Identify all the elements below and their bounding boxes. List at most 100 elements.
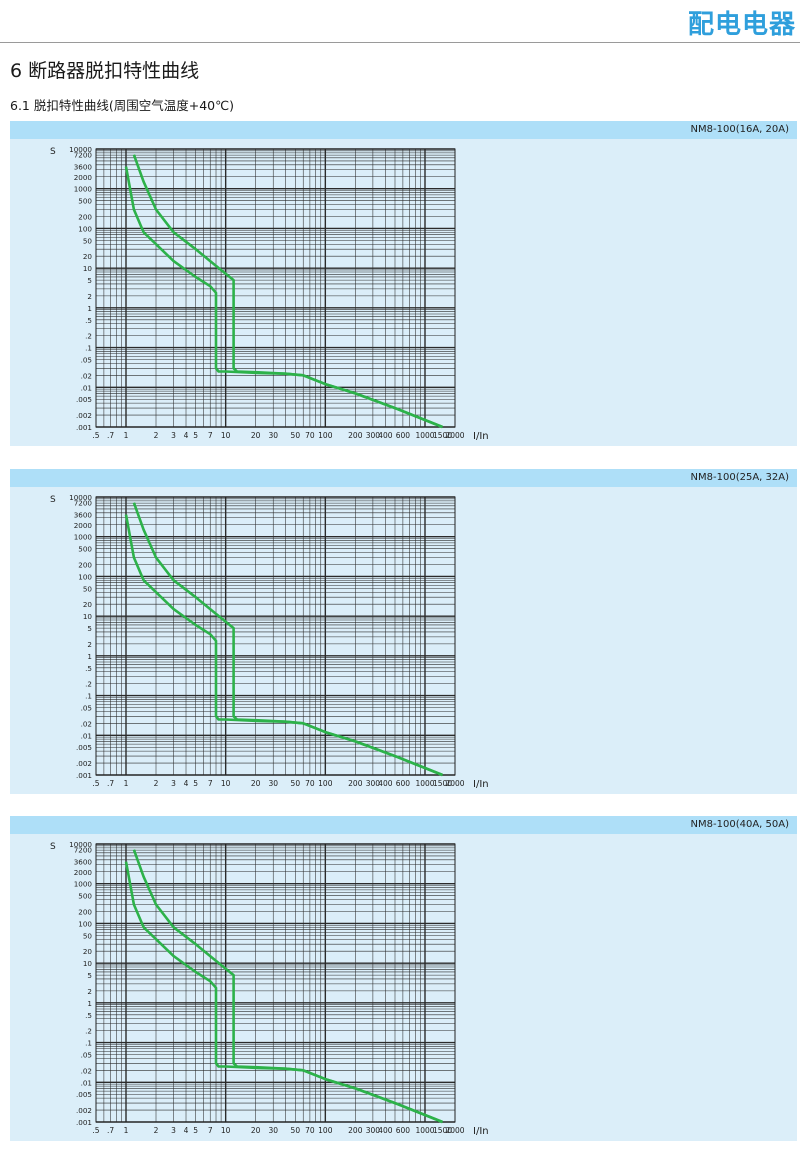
x-tick-label: 5 [193, 779, 198, 788]
x-tick-label: .7 [107, 779, 114, 788]
y-tick-label: 2000 [74, 868, 93, 877]
x-tick-label: 5 [193, 1126, 198, 1135]
brand-title: 配电电器 [687, 10, 796, 40]
x-tick-label: 1000 [415, 431, 434, 440]
x-tick-label: 30 [268, 779, 278, 788]
y-tick-label: .001 [76, 423, 92, 432]
x-tick-label: 1 [124, 431, 129, 440]
y-tick-label: 2 [87, 640, 92, 649]
y-tick-label: .2 [85, 332, 92, 341]
x-tick-label: 100 [318, 431, 333, 440]
trip-curve-chart-3: 100007200360020001000500200100502010521.… [50, 840, 489, 1137]
y-tick-label: 500 [78, 197, 92, 206]
x-tick-label: 1 [124, 779, 129, 788]
x-tick-label: 1500 [433, 1126, 452, 1135]
y-tick-label: 50 [83, 931, 93, 940]
y-tick-label: .002 [76, 759, 92, 768]
y-tick-label: 200 [78, 560, 92, 569]
x-tick-label: 20 [251, 431, 261, 440]
y-tick-label: 7200 [74, 499, 93, 508]
y-tick-label: 3600 [74, 511, 93, 520]
x-tick-label: 2000 [445, 779, 464, 788]
y-tick-label: 10 [83, 959, 93, 968]
y-tick-label: .005 [76, 743, 92, 752]
y-tick-label: 2000 [74, 173, 93, 182]
y-tick-label: .002 [76, 1106, 92, 1115]
y-axis-label: S [50, 147, 56, 157]
chart-title: NM8-100(25A, 32A) [10, 469, 797, 487]
y-tick-label: 500 [78, 545, 92, 554]
y-tick-label: .2 [85, 680, 92, 689]
y-tick-label: .1 [85, 344, 92, 353]
x-tick-label: 200 [348, 1126, 363, 1135]
y-tick-label: 7200 [74, 151, 93, 160]
x-tick-label: 1 [124, 1126, 129, 1135]
x-tick-label: 400 [378, 1126, 393, 1135]
y-tick-label: 5 [87, 971, 92, 980]
x-tick-label: 100 [318, 779, 333, 788]
y-tick-label: .05 [81, 704, 92, 713]
x-axis-label: I/In [473, 779, 489, 790]
chart-panel-3: NM8-100(40A, 50A) 10000 7200 3600 2000 1000 5… [10, 816, 797, 1141]
y-tick-label: .005 [76, 395, 92, 404]
x-axis-label: I/In [473, 431, 489, 442]
y-tick-label: .02 [81, 371, 92, 380]
grid [95, 148, 456, 428]
y-tick-label: .05 [81, 356, 92, 365]
y-tick-label: 20 [83, 252, 93, 261]
x-tick-label: 300 [366, 779, 381, 788]
trip-curve-series-2 [132, 154, 443, 429]
y-tick-label: 50 [83, 584, 93, 593]
x-tick-label: 2 [154, 779, 159, 788]
y-tick-label: .2 [85, 1027, 92, 1036]
y-tick-label: 3600 [74, 163, 93, 172]
x-tick-label: .7 [107, 1126, 114, 1135]
y-tick-label: 10000 [69, 840, 92, 849]
x-tick-label: 2 [154, 431, 159, 440]
y-tick-label: .05 [81, 1051, 92, 1060]
x-tick-label: 10 [221, 779, 231, 788]
y-tick-label: 7200 [74, 846, 93, 855]
x-tick-label: 4 [184, 779, 189, 788]
x-tick-label: 600 [396, 779, 411, 788]
y-axis-label: S [50, 842, 56, 852]
y-tick-label: 2 [87, 987, 92, 996]
x-axis-label: I/In [473, 1126, 489, 1137]
x-tick-label: 3 [171, 1126, 176, 1135]
y-tick-label: 10000 [69, 145, 92, 154]
y-tick-label: 100 [78, 572, 92, 581]
sub-title: 6.1 脱扣特性曲线(周围空气温度+40℃) [10, 98, 235, 113]
y-tick-label: 3600 [74, 858, 93, 867]
x-tick-label: 20 [251, 1126, 261, 1135]
x-tick-label: 3 [171, 431, 176, 440]
x-tick-label: 600 [396, 1126, 411, 1135]
x-tick-label: 7 [208, 779, 213, 788]
x-tick-label: .7 [107, 431, 114, 440]
chart-panel-2: NM8-100(25A, 32A) 10000 7200 3600 2000 1000 5… [10, 469, 797, 794]
x-tick-label: 50 [291, 431, 301, 440]
x-tick-label: 10 [221, 431, 231, 440]
grid [95, 843, 456, 1123]
y-tick-label: 200 [78, 212, 92, 221]
x-tick-label: 200 [348, 431, 363, 440]
x-tick-label: .5 [92, 779, 99, 788]
y-tick-label: 500 [78, 892, 92, 901]
x-tick-label: 7 [208, 431, 213, 440]
chart-title: NM8-100(16A, 20A) [10, 121, 797, 139]
y-tick-label: 10 [83, 612, 93, 621]
x-tick-label: 600 [396, 431, 411, 440]
y-tick-label: 1000 [74, 533, 93, 542]
y-tick-label: .1 [85, 692, 92, 701]
y-tick-label: 1 [87, 304, 92, 313]
x-tick-label: .5 [92, 431, 99, 440]
y-tick-label: 100 [78, 224, 92, 233]
x-tick-label: 30 [268, 431, 278, 440]
y-tick-label: .001 [76, 771, 92, 780]
trip-curve-chart-1: 100007200360020001000500200100502010521.… [50, 145, 489, 442]
x-tick-label: 2000 [445, 1126, 464, 1135]
y-tick-label: .01 [81, 1078, 92, 1087]
x-tick-label: 200 [348, 779, 363, 788]
y-tick-label: .01 [81, 383, 92, 392]
x-tick-label: 400 [378, 779, 393, 788]
x-tick-label: 300 [366, 431, 381, 440]
